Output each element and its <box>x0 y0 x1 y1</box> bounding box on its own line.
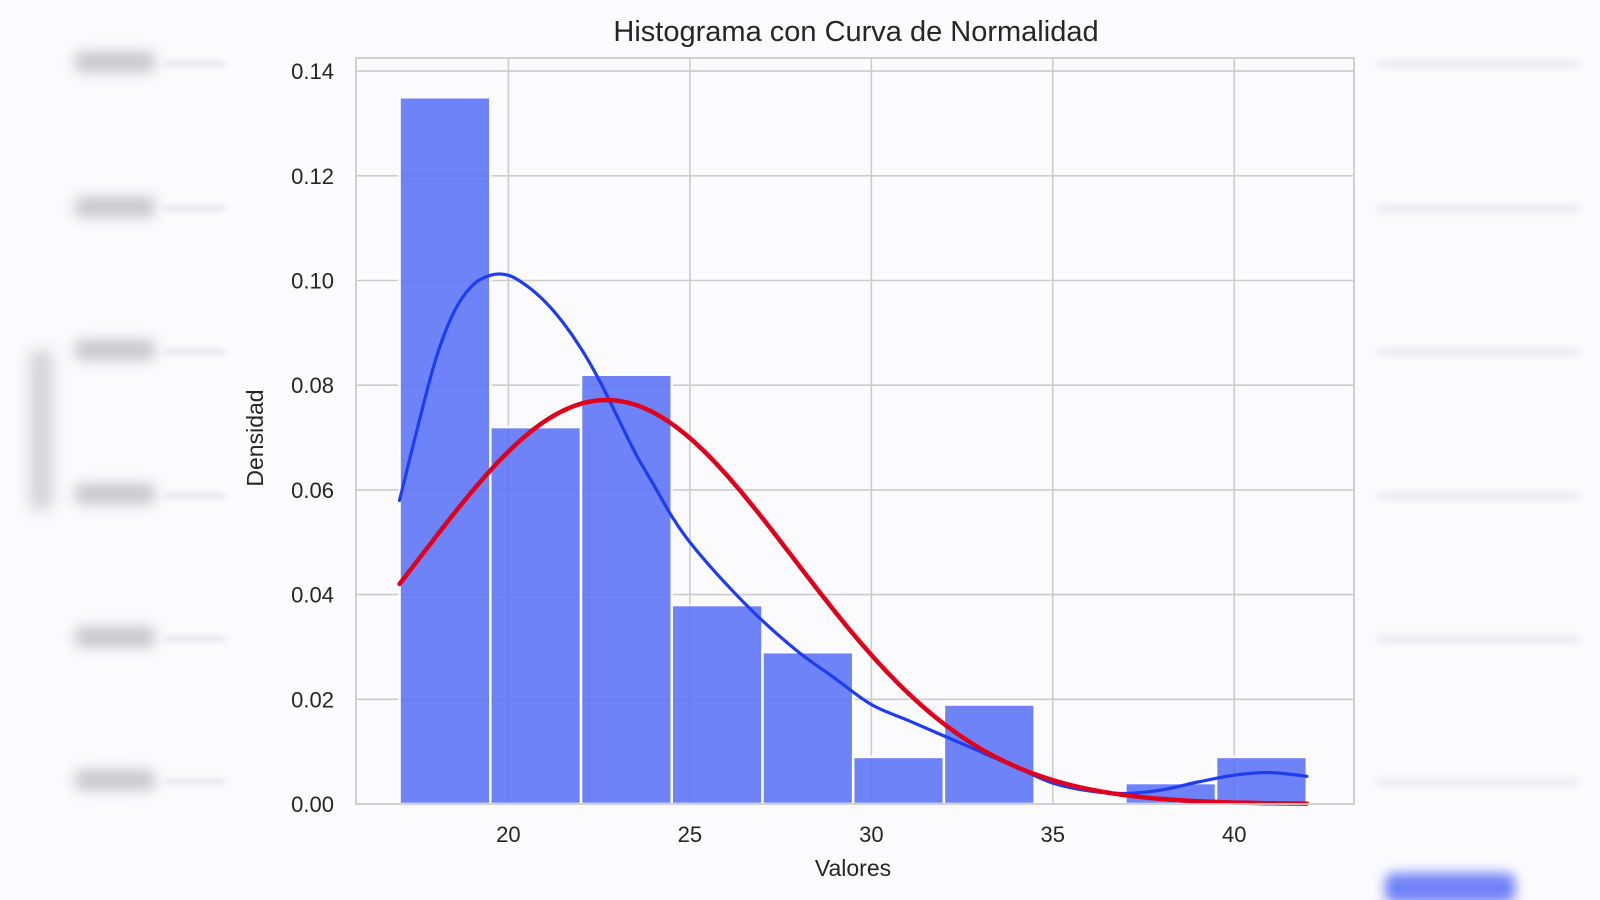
density-curves <box>397 272 1310 806</box>
x-axis-ticks: 20 25 30 35 40 <box>496 822 1246 847</box>
blurred-background-label <box>75 484 155 504</box>
y-tick-label: 0.00 <box>291 792 334 817</box>
blurred-background-line <box>1378 207 1578 211</box>
blurred-background-label <box>75 770 155 790</box>
histogram-bar <box>761 650 855 806</box>
blurred-background-line <box>165 62 225 65</box>
blurred-background-line <box>1378 350 1578 354</box>
blurred-background-label <box>75 197 155 217</box>
y-tick-label: 0.10 <box>291 268 334 293</box>
blurred-background-line <box>165 350 225 353</box>
chart-title: Histograma con Curva de Normalidad <box>613 16 1098 48</box>
y-tick-label: 0.08 <box>291 373 334 398</box>
y-tick-label: 0.02 <box>291 687 334 712</box>
x-tick-label: 40 <box>1222 822 1246 847</box>
histogram-bar <box>851 755 946 806</box>
histogram-bar <box>489 425 583 806</box>
blurred-background-line <box>1378 637 1578 641</box>
blurred-background-line <box>1378 494 1578 498</box>
blurred-background-button <box>1385 873 1515 900</box>
y-tick-label: 0.14 <box>291 59 334 84</box>
blurred-background-axis-label <box>30 350 52 510</box>
blurred-background-label <box>75 340 155 360</box>
histogram-bar <box>1214 755 1309 806</box>
blurred-background-line <box>1378 780 1578 784</box>
blurred-background-line <box>165 780 225 783</box>
histogram-bar <box>579 373 673 806</box>
x-tick-label: 35 <box>1041 822 1065 847</box>
plot-frame <box>355 57 1355 805</box>
plot-border <box>355 57 1355 805</box>
y-tick-label: 0.06 <box>291 478 334 503</box>
x-axis-label: Valores <box>815 855 891 881</box>
y-tick-label: 0.12 <box>291 164 334 189</box>
blurred-background-line <box>165 637 225 640</box>
normal-curve <box>397 397 1310 806</box>
x-tick-label: 30 <box>859 822 883 847</box>
y-axis-ticks: 0.00 0.02 0.04 0.06 0.08 0.10 0.12 0.14 <box>291 59 334 817</box>
x-tick-label: 25 <box>678 822 702 847</box>
x-tick-label: 20 <box>496 822 520 847</box>
blurred-background-line <box>1378 62 1578 66</box>
blurred-background-line <box>165 207 225 210</box>
y-axis-label: Densidad <box>242 389 268 486</box>
y-tick-label: 0.04 <box>291 583 334 608</box>
blurred-background-label <box>75 627 155 647</box>
histogram-bar <box>670 603 764 806</box>
blurred-background-line <box>165 494 225 497</box>
blurred-background-label <box>75 52 155 72</box>
